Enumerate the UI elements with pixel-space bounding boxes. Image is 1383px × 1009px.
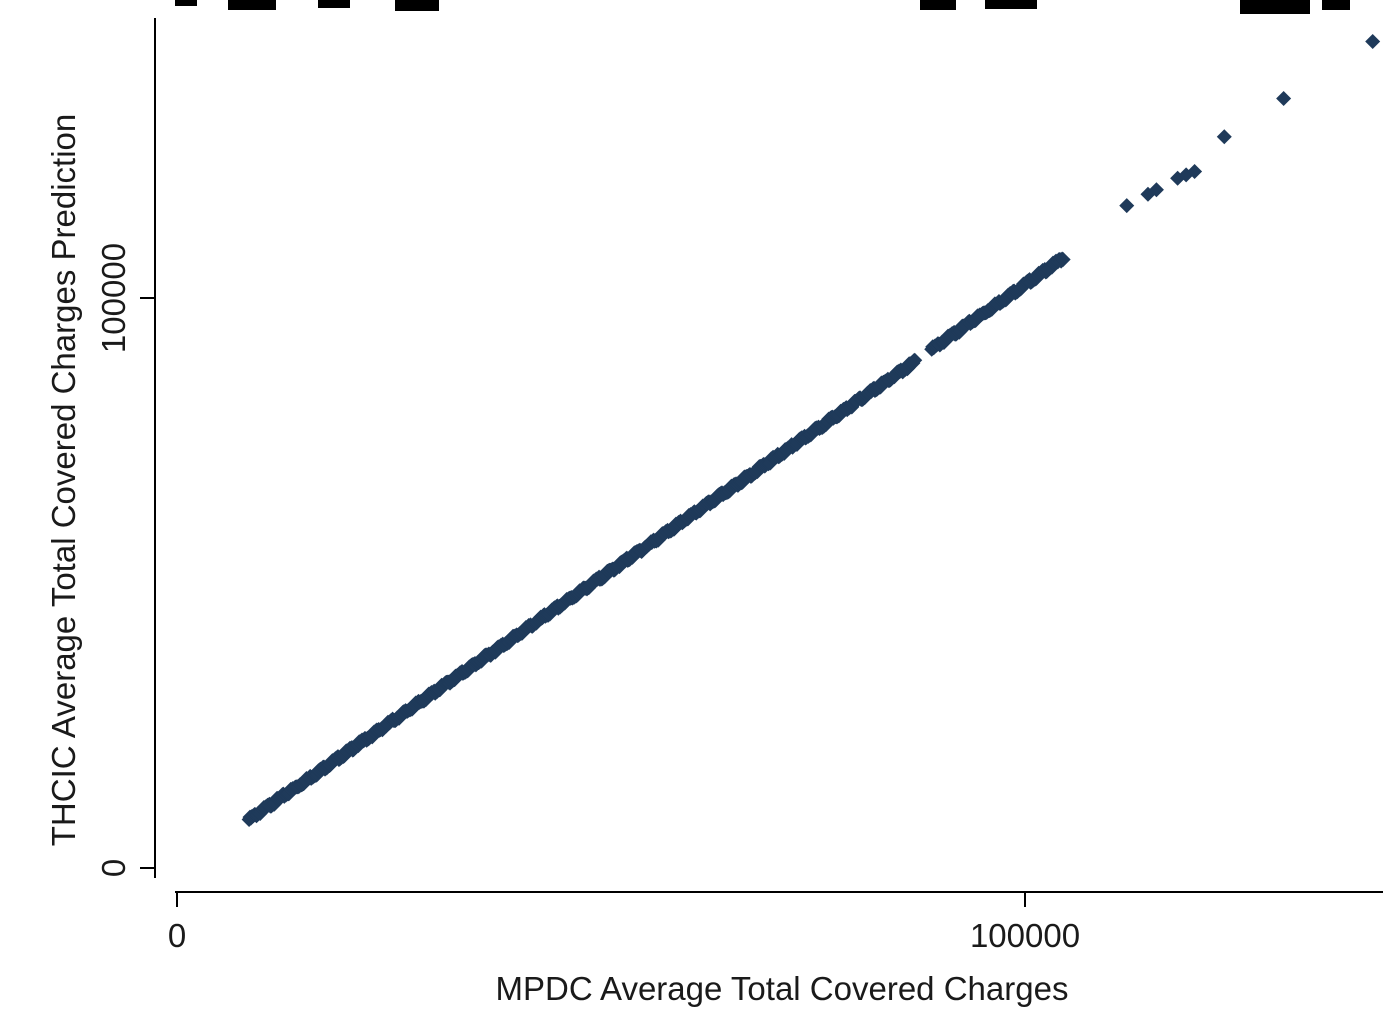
plot-area <box>241 34 1381 828</box>
x-axis-label: MPDC Average Total Covered Charges <box>496 970 1069 1007</box>
data-point <box>907 352 923 368</box>
data-point <box>1187 163 1203 179</box>
data-point <box>1148 182 1164 198</box>
y-tick-label: 0 <box>95 859 132 877</box>
data-point <box>1055 252 1071 268</box>
x-tick-label: 0 <box>168 917 186 954</box>
x-axis-ticks: 0 100000 <box>168 892 1080 954</box>
data-point <box>1119 198 1135 214</box>
y-axis-ticks: 0 100000 <box>95 243 155 877</box>
y-tick-label: 100000 <box>95 243 132 353</box>
data-point <box>1365 34 1381 49</box>
data-point <box>1216 129 1232 145</box>
y-axis-label: THCIC Average Total Covered Charges Pred… <box>45 114 82 846</box>
x-tick-label: 100000 <box>970 917 1080 954</box>
title-cropped-fragment <box>175 0 1350 14</box>
data-point <box>1276 91 1292 106</box>
